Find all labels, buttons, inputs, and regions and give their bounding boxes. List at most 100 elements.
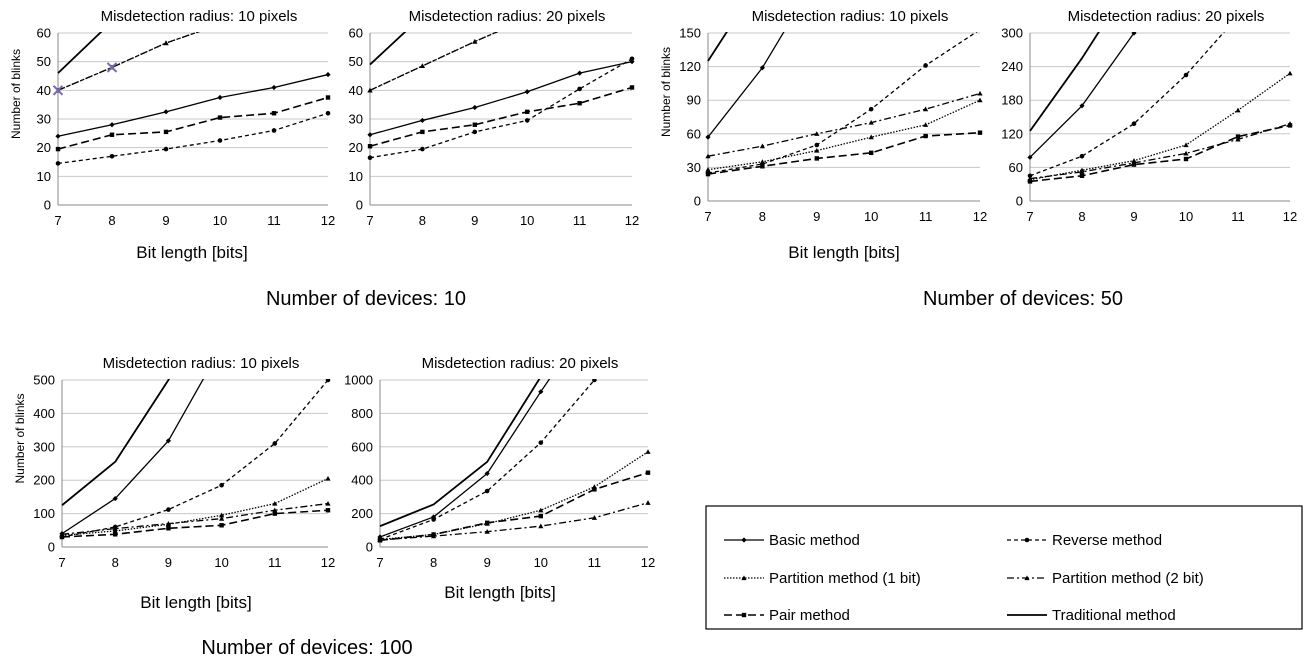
data-point-basic (112, 495, 118, 502)
x-tick-label: 8 (759, 209, 766, 224)
data-point-pair (217, 115, 223, 120)
series-line-reverse (369, 58, 633, 159)
plot-area (367, 32, 635, 160)
data-point-pair (977, 130, 983, 135)
y-tick-label: 0 (356, 198, 363, 213)
series-line-part2 (57, 32, 200, 91)
data-point-part2 (1079, 169, 1085, 174)
series-line-basic (369, 61, 633, 136)
x-marker-stroke (106, 62, 118, 73)
x-tick-label: 8 (419, 213, 426, 228)
y-tick-label: 200 (351, 506, 373, 521)
data-point-part2 (538, 523, 544, 529)
legend-item-part2: Partition method (2 bit) (1007, 570, 1204, 587)
y-tick-label: 240 (1001, 59, 1023, 74)
data-point-pair (59, 534, 65, 540)
x-tick-label: 11 (267, 213, 281, 228)
data-point-pair (629, 85, 635, 90)
series-pair (705, 130, 983, 177)
legend-box (705, 505, 1303, 630)
x-tick-label: 7 (704, 209, 711, 224)
series-line-traditional (61, 379, 170, 506)
data-point-part1 (814, 148, 820, 153)
series-reverse (1027, 32, 1225, 179)
data-point-part1 (272, 500, 278, 506)
data-point-part2 (163, 40, 169, 46)
data-point-part1 (1235, 107, 1241, 113)
x-tick-label: 12 (321, 555, 335, 570)
data-point-pair (869, 150, 874, 156)
x-tick-label: 10 (213, 213, 227, 228)
y-tick-label: 60 (687, 126, 701, 141)
data-point-part2 (814, 131, 820, 136)
plot-area (377, 379, 651, 543)
data-point-reverse (978, 27, 983, 32)
x-axis-label: Bit length [bits] (136, 243, 248, 262)
legend-item-traditional: Traditional method (1007, 607, 1176, 624)
y-tick-label: 0 (366, 540, 373, 555)
data-point-part2 (1235, 136, 1241, 142)
data-point-pair (1287, 123, 1293, 128)
x-tick-label: 8 (108, 213, 115, 228)
data-point-basic (1079, 103, 1085, 109)
series-basic (367, 59, 635, 138)
y-tick-label: 0 (44, 198, 51, 213)
x-tick-label: 10 (1179, 209, 1193, 224)
series-basic (55, 71, 331, 139)
data-point-pair (219, 523, 224, 528)
data-point-reverse (484, 488, 490, 494)
x-tick-label: 10 (214, 555, 228, 570)
x-tick-label: 11 (268, 555, 282, 570)
data-point-part1 (1287, 70, 1293, 76)
y-tick-label: 60 (1009, 160, 1023, 175)
legend: Basic method Reverse method Partition meth… (705, 505, 1303, 630)
data-point-pair (1079, 173, 1085, 178)
data-point-part1 (759, 159, 765, 164)
y-axis-label: Number of blinks (13, 393, 27, 483)
data-point-reverse (420, 146, 425, 152)
y-tick-label: 400 (351, 473, 373, 488)
data-point-basic (163, 109, 169, 115)
data-point-basic (1131, 32, 1137, 36)
x-tick-label: 11 (588, 555, 602, 570)
series-line-pair (369, 86, 633, 148)
data-point-part2 (367, 87, 373, 93)
series-line-basic (61, 379, 205, 535)
x-tick-label: 10 (864, 209, 878, 224)
x-tick-label: 9 (1130, 209, 1137, 224)
series-reverse (55, 110, 331, 166)
data-point-reverse (1131, 121, 1137, 127)
y-tick-label: 10 (37, 169, 51, 184)
data-point-basic (217, 94, 223, 101)
data-point-basic (431, 514, 437, 520)
data-point-part2 (112, 526, 118, 531)
data-point-part2 (923, 106, 929, 112)
series-pair (367, 85, 635, 149)
data-point-pair (163, 129, 169, 135)
y-tick-label: 40 (349, 83, 363, 98)
data-point-reverse (217, 138, 223, 143)
x-axis-label: Bit length [bits] (140, 593, 252, 612)
data-point-pair (325, 508, 331, 513)
chart-1: 0 10 20 30 40 50 60 7 8 9 10 11 12 Misdetection radiu… (9, 8, 335, 262)
series-traditional (379, 379, 541, 527)
data-point-part1 (1183, 142, 1189, 148)
data-point-reverse (472, 129, 478, 135)
data-point-reverse (1183, 72, 1189, 78)
legend-marker-basic (741, 537, 747, 543)
y-tick-label: 60 (349, 26, 363, 41)
data-point-part2 (645, 500, 651, 505)
data-point-pair (592, 487, 597, 492)
y-tick-label: 20 (349, 140, 363, 155)
y-tick-label: 300 (33, 439, 55, 454)
legend-item-reverse: Reverse method (1007, 532, 1162, 549)
series-reverse (377, 379, 597, 542)
data-point-part2 (165, 521, 171, 526)
group-title-devices-10: Number of devices: 10 (266, 288, 466, 310)
data-point-pair (1183, 156, 1189, 162)
legend-item-basic: Basic method (724, 532, 860, 549)
series-traditional (61, 379, 170, 506)
data-point-basic (577, 70, 583, 76)
x-tick-label: 7 (1026, 209, 1033, 224)
data-point-part1 (219, 512, 225, 518)
